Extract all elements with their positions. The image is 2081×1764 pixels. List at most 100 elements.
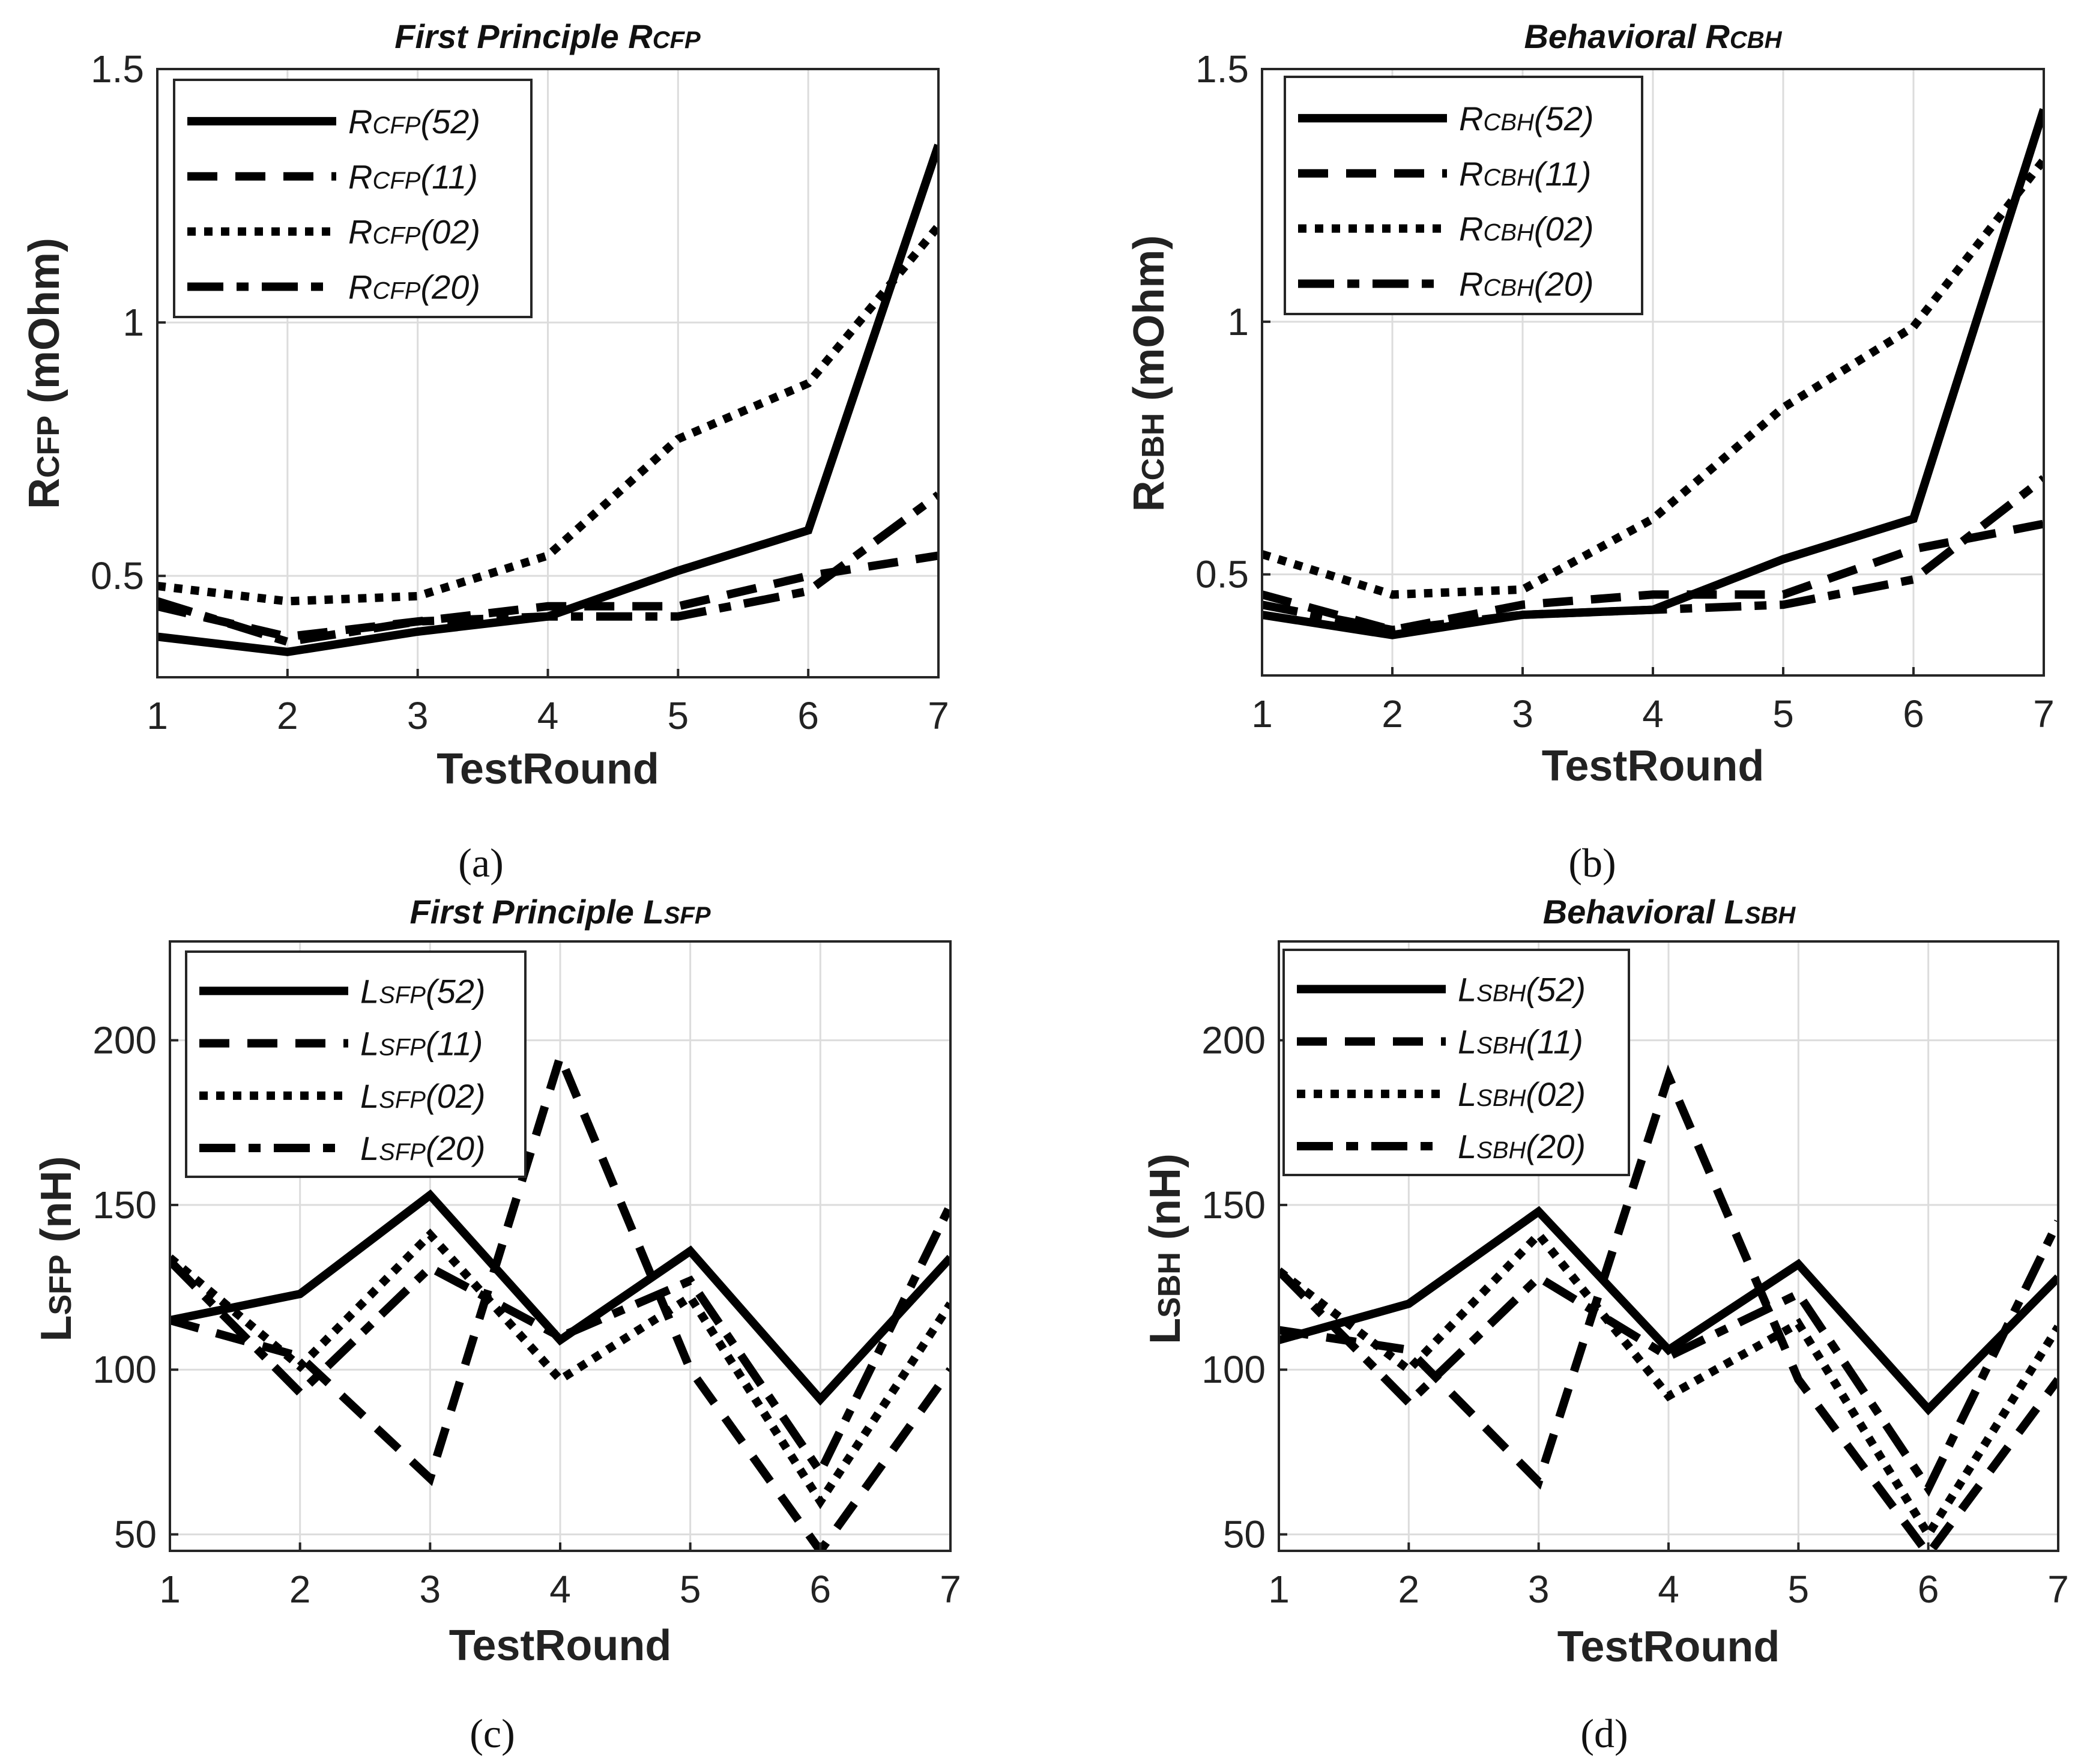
series-line-lsfp-02: [170, 1228, 950, 1509]
legend: LSFP(52) LSFP(11) LSFP(02) LSFP(20): [185, 950, 527, 1178]
legend-entry-label: LSBH(20): [1458, 1128, 1586, 1165]
legend-entry-label: RCFP(02): [348, 213, 480, 251]
y-tick-label: 100: [92, 1348, 157, 1391]
x-tick-label: 7: [940, 1568, 961, 1611]
legend-entry-label: LSFP(20): [360, 1129, 486, 1167]
legend: LSBH(52) LSBH(11) LSBH(02) LSBH(20): [1282, 949, 1630, 1176]
panel-a: 1 2 3 4 5 6 7 0.5 1 1.5 First Principle RCFP TestRo…: [20, 17, 949, 886]
x-tick-label: 4: [537, 694, 559, 737]
series-line-lsbh-02: [1279, 1228, 2058, 1542]
series-group: [170, 1044, 950, 1551]
panel-caption: (d): [1580, 1711, 1628, 1756]
x-tick-label: 1: [1251, 692, 1273, 736]
legend-entry-label: LSFP(52): [360, 972, 486, 1010]
x-tick-label: 7: [2047, 1568, 2069, 1611]
x-tick-label: 6: [1918, 1568, 1939, 1611]
series-line-rcbh-02: [1262, 157, 2044, 599]
y-tick-label: 1: [1227, 300, 1249, 343]
x-tick-label: 2: [277, 694, 298, 737]
x-axis-label: TestRound: [436, 745, 659, 793]
x-tick-label: 6: [797, 694, 819, 737]
x-tick-label: 5: [680, 1568, 701, 1611]
x-tick-label: 3: [1512, 692, 1533, 736]
chart-title: Behavioral LSBH: [1543, 893, 1796, 931]
series-line-rcbh-20: [1262, 475, 2044, 635]
y-axis-label: LSFP (nH): [32, 1156, 80, 1341]
legend-entry-label: RCBH(52): [1459, 100, 1594, 137]
legend-entry-label: LSFP(02): [360, 1077, 486, 1115]
legend-entry-label: RCFP(11): [348, 158, 478, 196]
y-tick-label: 1.5: [1195, 47, 1249, 91]
x-tick-label: 1: [159, 1568, 181, 1611]
x-tick-label: 7: [2033, 692, 2055, 736]
series-line-rcfp-11: [157, 551, 938, 641]
y-tick-label: 50: [1223, 1513, 1266, 1556]
y-tick-label: 1.5: [91, 47, 144, 91]
y-tick-label: 0.5: [91, 554, 144, 597]
x-tick-label: 1: [1268, 1568, 1290, 1611]
x-tick-label: 6: [810, 1568, 832, 1611]
legend-entry-label: RCFP(20): [348, 268, 480, 306]
y-axis-label: RCBH (mOhm): [1125, 235, 1173, 512]
x-tick-label: 2: [289, 1568, 311, 1611]
series-line-rcfp-02: [157, 223, 938, 606]
series-group: [1262, 108, 2044, 639]
legend-entry-label: RCFP(52): [348, 103, 480, 140]
y-axis-label: RCFP (mOhm): [20, 238, 68, 509]
legend: RCBH(52) RCBH(11) RCBH(02) RCBH(20): [1284, 76, 1643, 315]
x-tick-label: 6: [1903, 692, 1924, 736]
series-line-rcfp-20: [157, 491, 938, 647]
panel-d: 1 2 3 4 5 6 7 50 100 150 200 Behavioral LSBH TestRou…: [1141, 893, 2069, 1756]
x-tick-label: 1: [146, 694, 168, 737]
x-axis-label: TestRound: [449, 1622, 672, 1670]
x-tick-label: 3: [407, 694, 429, 737]
legend-entry-label: RCBH(02): [1459, 210, 1594, 248]
x-tick-label: 3: [420, 1568, 441, 1611]
series-line-lsbh-52: [1279, 1206, 2058, 1416]
panel-caption: (b): [1568, 840, 1616, 886]
x-axis-label: TestRound: [1542, 742, 1765, 790]
y-axis-label: LSBH (nH): [1141, 1153, 1189, 1344]
legend-entry-label: LSBH(52): [1458, 970, 1586, 1008]
series-line-lsbh-11: [1279, 1064, 2058, 1551]
series-group: [157, 143, 938, 656]
legend: RCFP(52) RCFP(11) RCFP(02) RCFP(20): [173, 79, 533, 318]
y-tick-label: 200: [1201, 1019, 1266, 1062]
x-tick-label: 3: [1528, 1568, 1550, 1611]
chart-title: First Principle LSFP: [410, 893, 711, 931]
x-tick-label: 2: [1382, 692, 1403, 736]
y-tick-label: 1: [122, 301, 144, 344]
x-tick-label: 2: [1398, 1568, 1420, 1611]
panel-b: 1 2 3 4 5 6 7 0.5 1 1.5 Behavioral RCBH TestRound RC…: [1125, 17, 2055, 886]
y-tick-label: 50: [114, 1513, 157, 1556]
x-tick-label: 5: [1772, 692, 1794, 736]
x-tick-label: 4: [549, 1568, 571, 1611]
series-line-lsfp-52: [170, 1189, 950, 1406]
legend-entry-label: LSBH(02): [1458, 1075, 1586, 1113]
x-axis-label: TestRound: [1557, 1623, 1780, 1671]
legend-entry-label: RCBH(20): [1459, 265, 1594, 303]
chart-title: First Principle RCFP: [394, 17, 701, 55]
legend-box: [1282, 949, 1630, 1176]
panel-c: 1 2 3 4 5 6 7 50 100 150 200 First Principle LSFP Te…: [32, 893, 961, 1756]
series-line-rcbh-11: [1262, 519, 2044, 635]
panel-caption: (c): [470, 1711, 515, 1756]
x-tick-label: 4: [1642, 692, 1664, 736]
legend-entry-label: RCBH(11): [1459, 155, 1591, 193]
chart-title: Behavioral RCBH: [1524, 17, 1782, 55]
y-tick-label: 150: [92, 1183, 157, 1227]
x-tick-label: 7: [928, 694, 949, 737]
legend-entry-label: LSFP(11): [360, 1025, 483, 1063]
y-tick-label: 0.5: [1195, 553, 1249, 596]
x-tick-label: 5: [1788, 1568, 1810, 1611]
x-tick-label: 4: [1658, 1568, 1679, 1611]
panel-caption: (a): [458, 840, 503, 886]
series-group: [1279, 1064, 2058, 1551]
legend-entry-label: LSBH(11): [1458, 1023, 1583, 1061]
series-line-lsbh-20: [1279, 1219, 2058, 1497]
y-tick-label: 150: [1201, 1183, 1266, 1227]
x-tick-label: 5: [668, 694, 689, 737]
y-tick-label: 200: [92, 1019, 157, 1062]
y-tick-label: 100: [1201, 1348, 1266, 1391]
